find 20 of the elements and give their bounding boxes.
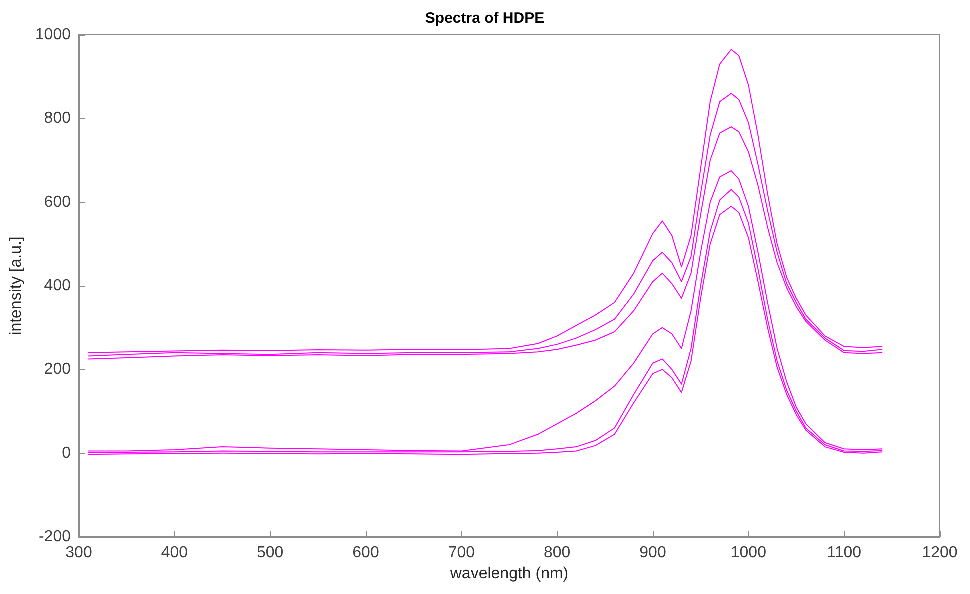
y-axis-title: intensity [a.u.]: [8, 236, 26, 336]
x-tick-label: 700: [448, 544, 476, 562]
x-tick-label: 1200: [922, 544, 958, 562]
x-tick-label: 1000: [730, 544, 767, 562]
x-axis-title: wavelength (nm): [449, 565, 569, 582]
x-tick-label: 600: [352, 544, 380, 562]
y-tick-label: 200: [44, 361, 72, 378]
y-tick-label: 600: [44, 194, 72, 211]
chart-title: Spectra of HDPE: [425, 10, 545, 27]
x-tick-label: 800: [544, 544, 571, 562]
x-tick-label: 1100: [827, 544, 862, 562]
x-tick-label: 300: [66, 544, 92, 562]
y-tick-label: -200: [38, 528, 72, 546]
x-tick-label: 500: [256, 544, 284, 562]
x-tick-label: 900: [640, 544, 666, 562]
y-tick-label: 0: [62, 444, 72, 462]
x-tick-label: 400: [161, 544, 188, 562]
y-tick-label: 1000: [35, 26, 72, 44]
y-tick-label: 400: [44, 278, 72, 294]
y-tick-label: 800: [44, 110, 72, 128]
